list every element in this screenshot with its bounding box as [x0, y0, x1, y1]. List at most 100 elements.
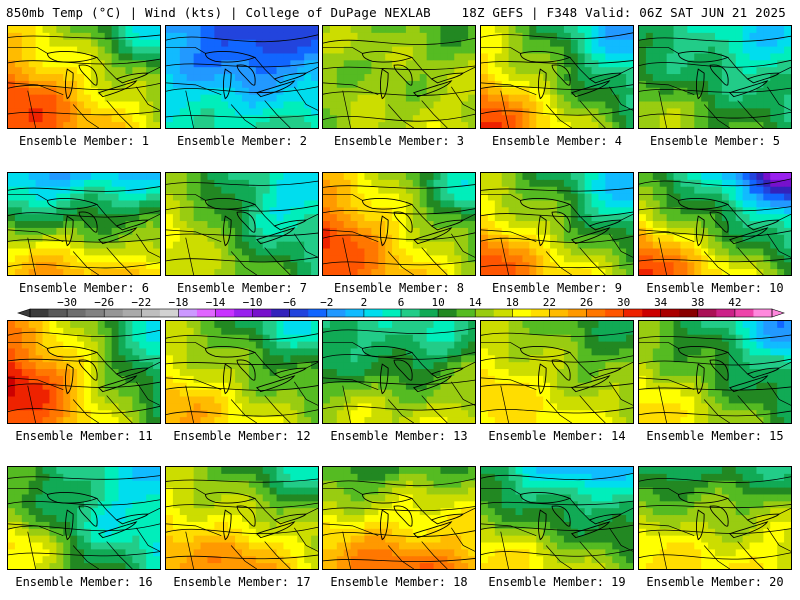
temperature-shading: [8, 173, 160, 275]
height-contour: [323, 184, 475, 189]
border-line: [323, 342, 363, 349]
height-contour: [323, 260, 475, 266]
border-line: [136, 233, 160, 258]
state-borders: [166, 47, 318, 128]
lake-outline: [115, 72, 150, 84]
lake-outline: [695, 68, 705, 100]
height-contour: [639, 504, 791, 509]
temperature-shading: [639, 26, 791, 128]
lake-outline: [115, 367, 150, 379]
border-line: [342, 237, 351, 275]
lake-outline: [222, 215, 232, 247]
temperature-shading: [323, 26, 475, 128]
height-contour: [481, 500, 633, 506]
border-line: [569, 57, 590, 80]
border-line: [254, 498, 275, 521]
border-line: [621, 66, 633, 74]
height-contour: [8, 82, 160, 91]
lake-outline: [362, 491, 414, 504]
colorbar-swatch: [549, 309, 569, 317]
lake-outline: [709, 505, 729, 527]
lake-outline: [746, 367, 781, 379]
height-contour: [8, 357, 160, 363]
border-line: [703, 545, 730, 569]
ensemble-member-map: [7, 320, 161, 424]
lake-outline: [78, 359, 98, 381]
border-line: [323, 194, 363, 201]
lake-outline: [393, 359, 413, 381]
border-line: [411, 204, 432, 227]
ensemble-member-map: [7, 466, 161, 570]
colorbar-tick-label: 14: [469, 296, 483, 309]
lake-outline: [430, 513, 465, 525]
colorbar-swatch: [234, 309, 253, 317]
colorbar-tick-label: 30: [617, 296, 630, 309]
border-line: [779, 66, 791, 74]
border-line: [323, 82, 379, 95]
border-line: [463, 213, 475, 221]
border-line: [737, 395, 764, 423]
lake-outline: [379, 363, 389, 395]
lake-outline: [205, 197, 257, 210]
ensemble-member-label: Ensemble Member: 17: [173, 575, 311, 589]
temperature-field: [481, 26, 633, 128]
border-line: [148, 507, 160, 515]
lake-outline: [47, 50, 99, 63]
colorbar-tick-label: 2: [361, 296, 368, 309]
border-line: [264, 100, 291, 128]
ensemble-member-map: [480, 320, 634, 424]
height-contour: [639, 552, 791, 560]
height-contours: [481, 187, 633, 269]
border-line: [264, 247, 291, 275]
lake-outline: [570, 80, 611, 98]
colorbar-swatch: [530, 309, 550, 317]
border-line: [779, 213, 791, 221]
border-line: [463, 66, 475, 74]
border-line: [106, 541, 133, 569]
border-line: [136, 527, 160, 552]
border-line: [727, 498, 748, 521]
height-contour: [166, 361, 318, 366]
colorbar-swatch: [475, 309, 495, 317]
border-line: [254, 57, 275, 80]
border-line: [230, 251, 257, 275]
border-line: [106, 100, 133, 128]
state-borders: [166, 488, 318, 569]
lake-outline: [64, 509, 74, 541]
lake-outline: [47, 197, 99, 210]
border-line: [579, 541, 606, 569]
lake-outline: [537, 509, 547, 541]
lake-outline: [255, 227, 296, 245]
temperature-shading: [166, 173, 318, 275]
height-contour: [8, 110, 160, 116]
state-borders: [639, 342, 791, 423]
lake-outline: [64, 363, 74, 395]
lake-outline: [551, 359, 571, 381]
border-line: [481, 194, 521, 201]
lake-outline: [205, 491, 257, 504]
lake-outline: [379, 509, 389, 541]
ensemble-member-map: [7, 172, 161, 276]
temperature-field: [639, 467, 791, 569]
border-line: [254, 352, 275, 375]
lake-outline: [678, 50, 730, 63]
border-line: [727, 352, 748, 375]
lake-outline: [222, 68, 232, 100]
temperature-shading: [639, 173, 791, 275]
height-contour: [639, 178, 791, 187]
temperature-field: [639, 173, 791, 275]
lake-outline: [695, 509, 705, 541]
state-borders: [8, 194, 160, 275]
border-line: [8, 82, 64, 95]
border-line: [658, 90, 667, 128]
border-line: [451, 527, 475, 552]
colorbar-swatch: [67, 309, 86, 317]
temperature-colorbar: −30 −26 −22 −18 −14 −10 −6 −2 2 6 10 14 18 22 26 30 34 38…: [17, 296, 785, 318]
lake-outline: [728, 521, 769, 539]
border-line: [387, 104, 414, 128]
colorbar-swatch: [642, 309, 661, 317]
border-line: [779, 361, 791, 369]
lake-outline: [430, 72, 465, 84]
colorbar-swatch: [438, 309, 457, 317]
temperature-field: [323, 467, 475, 569]
